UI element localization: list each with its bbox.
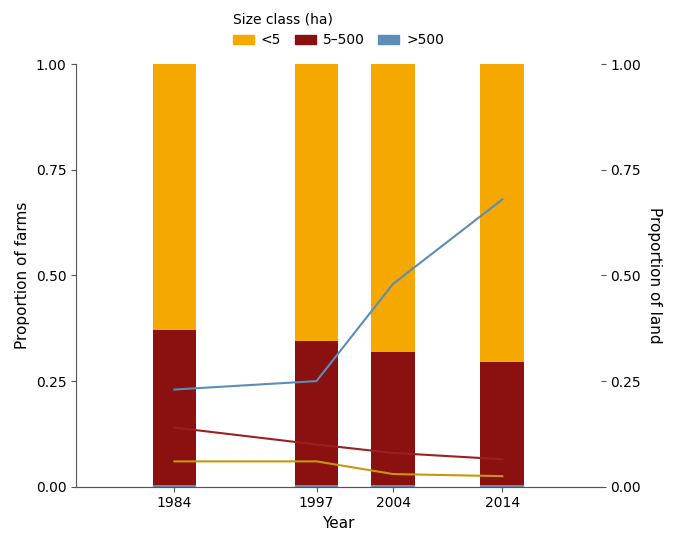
Bar xyxy=(152,64,196,330)
Bar xyxy=(294,64,338,341)
Bar xyxy=(371,352,415,485)
Bar xyxy=(152,485,196,486)
Y-axis label: Proportion of land: Proportion of land xyxy=(647,207,662,344)
Bar xyxy=(294,341,338,485)
Bar xyxy=(294,485,338,486)
Bar xyxy=(371,64,415,352)
Bar xyxy=(481,64,524,362)
X-axis label: Year: Year xyxy=(322,516,355,531)
Y-axis label: Proportion of farms: Proportion of farms xyxy=(15,202,30,349)
Bar xyxy=(371,485,415,486)
Legend: <5, 5–500, >500: <5, 5–500, >500 xyxy=(227,7,450,53)
Bar xyxy=(481,362,524,485)
Bar xyxy=(481,485,524,486)
Bar xyxy=(152,330,196,485)
